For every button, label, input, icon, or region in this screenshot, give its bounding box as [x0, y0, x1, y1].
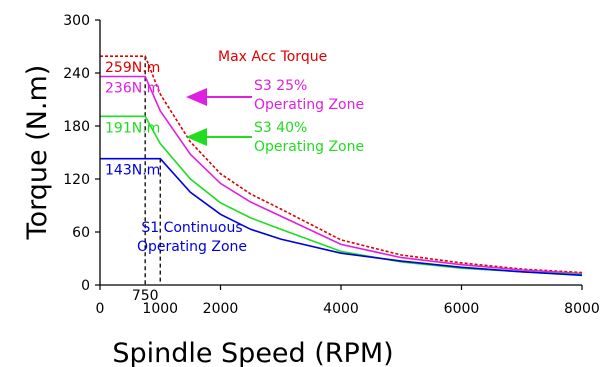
s3-40-label-line1: S3 40%	[254, 120, 307, 136]
s3-25-label-line1: S3 25%	[254, 78, 307, 94]
x-tick-label-8000: 8000	[564, 301, 600, 317]
value-labels: 259N.m 236N.m 191N.m 143N.m	[105, 60, 160, 178]
value-label-143: 143N.m	[105, 163, 160, 179]
series-max-acc-torque	[100, 55, 583, 274]
value-label-259: 259N.m	[105, 60, 160, 76]
y-tick-label-300: 300	[63, 13, 90, 29]
y-axis-title: Torque (N.m)	[22, 65, 53, 241]
y-tick-label-180: 180	[63, 119, 90, 135]
y-tick-label-120: 120	[63, 172, 90, 188]
y-tick-label-60: 60	[72, 225, 90, 241]
series-layer	[100, 55, 583, 277]
x-tick-label-2000: 2000	[203, 301, 239, 317]
series-s1-continuous-operating-zone	[100, 157, 583, 277]
s3-40-label-line2: Operating Zone	[254, 139, 364, 155]
x-extra-tick-label-750: 750	[132, 288, 159, 304]
s3-40-arrow-head	[186, 128, 207, 146]
s1-label-line2: Operating Zone	[137, 239, 247, 255]
s3-25-arrow-head	[186, 88, 207, 106]
value-label-191: 191N.m	[105, 120, 160, 136]
y-ticks: 0 60 120 180 240 300	[63, 13, 100, 294]
x-tick-label-6000: 6000	[444, 301, 480, 317]
max-acc-label: Max Acc Torque	[218, 49, 327, 65]
x-axis-title: Spindle Speed (RPM)	[112, 338, 393, 367]
s3-25-label-line2: Operating Zone	[254, 97, 364, 113]
x-tick-label-0: 0	[96, 301, 105, 317]
value-label-236: 236N.m	[105, 81, 160, 97]
annotations: Max Acc Torque S3 25% Operating Zone S3 …	[137, 49, 364, 255]
series-s3-25-operating-zone	[100, 75, 583, 275]
y-tick-label-0: 0	[81, 278, 90, 294]
x-tick-label-4000: 4000	[323, 301, 359, 317]
reference-lines	[144, 56, 161, 285]
y-tick-label-240: 240	[63, 66, 90, 82]
s1-label-line1: S1 Continuous	[141, 220, 242, 236]
x-extra-tick-label-1000: 1000	[142, 301, 178, 317]
